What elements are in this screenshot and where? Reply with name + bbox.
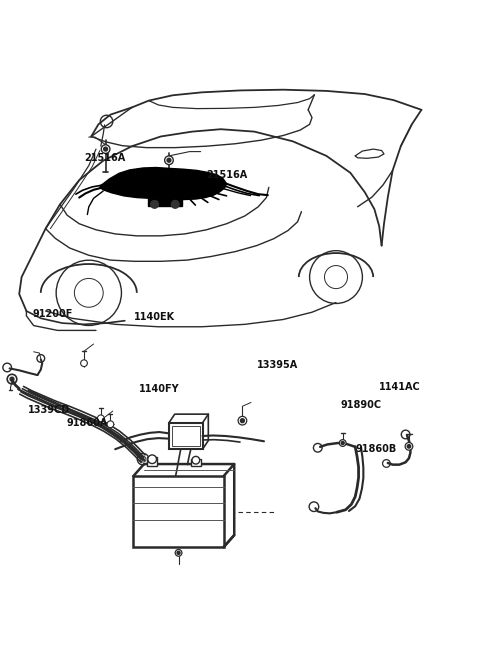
Circle shape <box>339 440 346 446</box>
Bar <box>148 192 182 206</box>
Circle shape <box>240 419 244 422</box>
Circle shape <box>81 360 87 367</box>
Circle shape <box>101 145 110 154</box>
Polygon shape <box>100 167 227 199</box>
Bar <box>172 426 200 446</box>
Circle shape <box>175 550 182 556</box>
Text: 13395A: 13395A <box>257 360 298 371</box>
Circle shape <box>104 147 108 151</box>
Bar <box>147 457 157 466</box>
Text: 21516A: 21516A <box>84 153 125 163</box>
Text: 1140EK: 1140EK <box>134 312 176 322</box>
Circle shape <box>167 158 171 162</box>
Text: 91890C: 91890C <box>341 400 382 410</box>
Circle shape <box>192 457 200 464</box>
Circle shape <box>171 201 179 208</box>
Circle shape <box>177 551 180 554</box>
Circle shape <box>407 445 411 448</box>
Text: 91200F: 91200F <box>33 308 73 319</box>
Text: 1141AC: 1141AC <box>379 382 421 392</box>
Text: 91860B: 91860B <box>355 444 396 454</box>
Circle shape <box>238 417 247 425</box>
Circle shape <box>405 443 413 450</box>
Text: 1140FY: 1140FY <box>139 384 180 394</box>
Bar <box>169 423 203 449</box>
Text: 1339CD: 1339CD <box>28 405 70 415</box>
Circle shape <box>165 156 173 165</box>
Circle shape <box>10 377 14 381</box>
Bar <box>133 476 224 547</box>
Circle shape <box>107 421 114 428</box>
Text: 21516A: 21516A <box>206 171 248 180</box>
Text: 91860A: 91860A <box>66 418 108 428</box>
Bar <box>191 459 201 466</box>
Circle shape <box>341 441 344 445</box>
Circle shape <box>151 201 158 208</box>
Circle shape <box>97 415 104 422</box>
Circle shape <box>148 455 156 464</box>
